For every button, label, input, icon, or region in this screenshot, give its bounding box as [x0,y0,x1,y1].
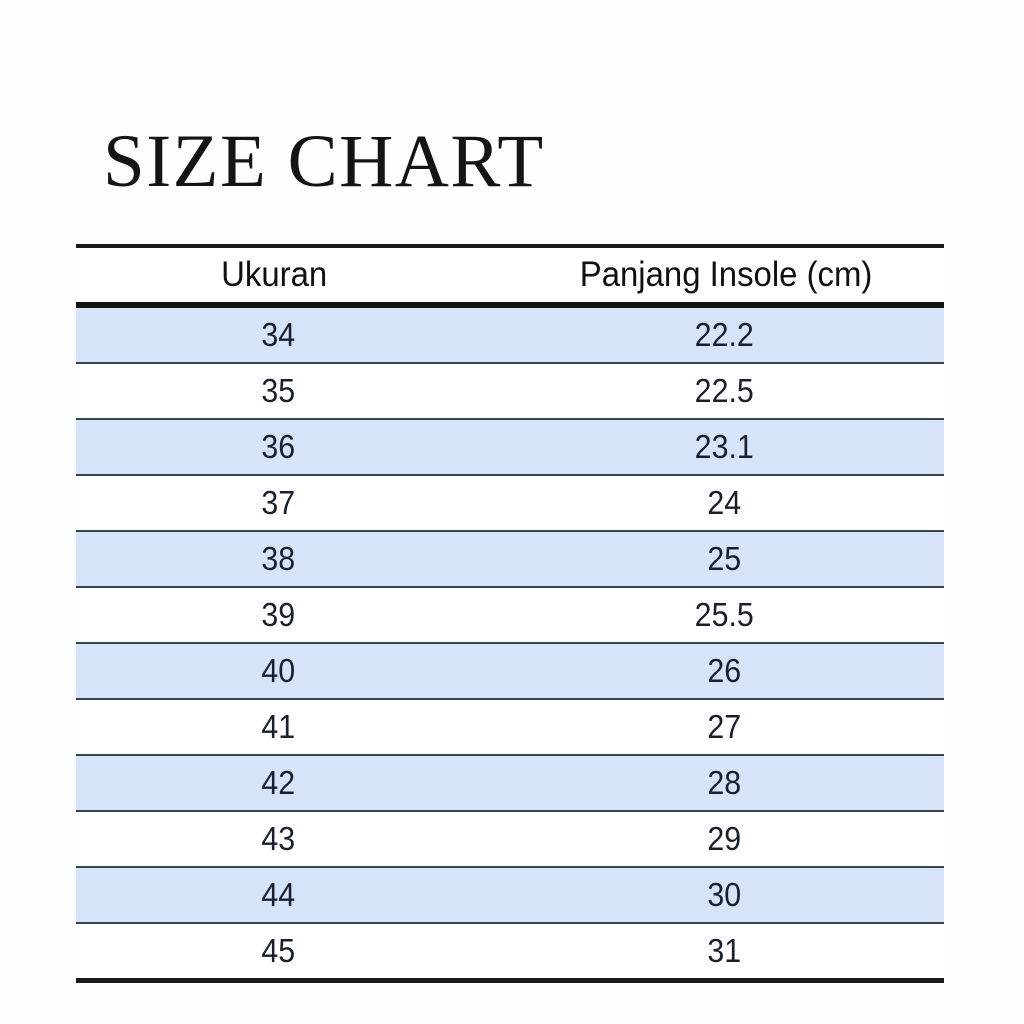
column-header-insole-label: Panjang Insole (cm) [579,255,873,294]
size-value: 34 [261,316,296,353]
insole-value: 25.5 [694,596,754,633]
insole-value: 28 [707,764,742,801]
table-cell-insole: 24 [510,475,944,532]
table-cell-insole: 28 [510,755,944,812]
size-value: 45 [261,932,296,969]
column-header-insole: Panjang Insole (cm) [510,248,944,308]
insole-value: 23.1 [694,428,754,465]
table-cell-ukuran: 39 [76,587,510,644]
table-row: 38 25 [76,531,944,588]
table-row: 39 25.5 [76,587,944,644]
size-table-container: Ukuran Panjang Insole (cm) 34 22.2 [76,244,944,983]
size-value: 36 [261,428,296,465]
table-cell-ukuran: 36 [76,419,510,476]
size-value: 37 [261,484,296,521]
table-row: 36 23.1 [76,419,944,476]
size-value: 42 [261,764,296,801]
insole-value: 31 [707,932,742,969]
table-row: 42 28 [76,755,944,812]
size-value: 40 [261,652,296,689]
table-row: 45 31 [76,923,944,983]
table-cell-ukuran: 37 [76,475,510,532]
table-cell-ukuran: 42 [76,755,510,812]
table-cell-ukuran: 41 [76,699,510,756]
table-cell-ukuran: 40 [76,643,510,700]
column-header-ukuran: Ukuran [76,248,510,308]
table-cell-insole: 23.1 [510,419,944,476]
table-cell-insole: 26 [510,643,944,700]
table-cell-ukuran: 45 [76,923,510,983]
table-row: 43 29 [76,811,944,868]
page-title: SIZE CHART [103,120,545,203]
table-cell-insole: 27 [510,699,944,756]
table-header-row: Ukuran Panjang Insole (cm) [76,248,944,308]
table-cell-ukuran: 35 [76,363,510,420]
table-cell-ukuran: 43 [76,811,510,868]
table-cell-insole: 22.2 [510,305,944,364]
table-cell-ukuran: 44 [76,867,510,924]
size-value: 41 [261,708,296,745]
insole-value: 30 [707,876,742,913]
table-cell-insole: 25 [510,531,944,588]
insole-value: 22.5 [694,372,754,409]
size-value: 39 [261,596,296,633]
table-row: 35 22.5 [76,363,944,420]
size-value: 35 [261,372,296,409]
table-row: 41 27 [76,699,944,756]
insole-value: 27 [707,708,742,745]
table-cell-insole: 29 [510,811,944,868]
table-row: 34 22.2 [76,305,944,364]
size-value: 44 [261,876,296,913]
table-cell-insole: 30 [510,867,944,924]
table-row: 37 24 [76,475,944,532]
table-row: 40 26 [76,643,944,700]
size-table: Ukuran Panjang Insole (cm) 34 22.2 [76,244,944,983]
table-cell-ukuran: 38 [76,531,510,588]
table-cell-ukuran: 34 [76,305,510,364]
insole-value: 25 [707,540,742,577]
insole-value: 24 [707,484,742,521]
table-body: 34 22.2 35 22.5 36 [76,305,944,983]
table-cell-insole: 31 [510,923,944,983]
insole-value: 29 [707,820,742,857]
table-cell-insole: 22.5 [510,363,944,420]
column-header-ukuran-label: Ukuran [221,255,328,294]
table-cell-insole: 25.5 [510,587,944,644]
table-row: 44 30 [76,867,944,924]
table-head: Ukuran Panjang Insole (cm) [76,244,944,308]
size-value: 38 [261,540,296,577]
insole-value: 26 [707,652,742,689]
size-value: 43 [261,820,296,857]
insole-value: 22.2 [694,316,754,353]
